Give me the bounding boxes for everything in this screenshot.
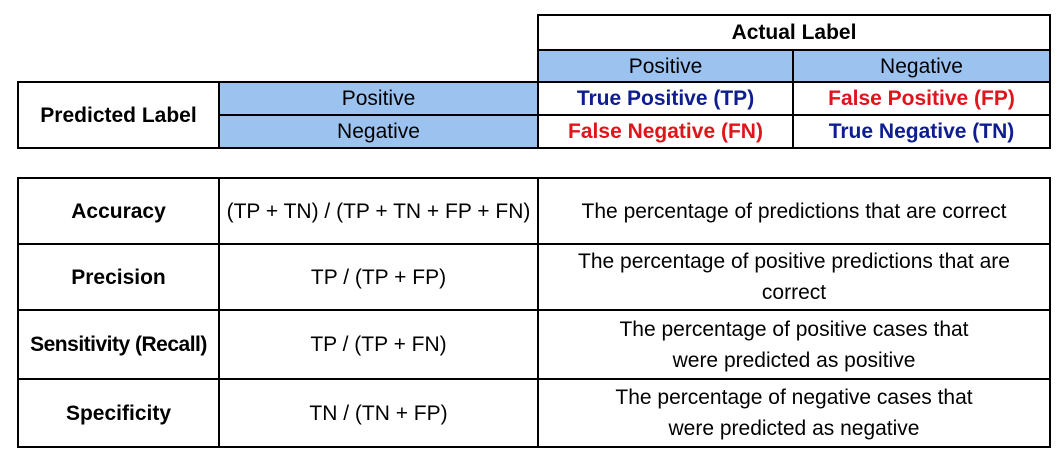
true-negative-cell: True Negative (TN) — [792, 114, 1051, 149]
predicted-positive-header: Positive — [218, 81, 539, 116]
metric-name-sensitivity: Sensitivity (Recall) — [17, 309, 220, 380]
metric-formula-specificity: TN / (TN + FP) — [218, 378, 539, 448]
metric-description-accuracy: The percentage of predictions that are c… — [537, 177, 1051, 245]
metric-name-precision: Precision — [17, 243, 220, 311]
metric-description-specificity: The percentage of negative cases that we… — [537, 378, 1051, 448]
metric-name-specificity: Specificity — [17, 378, 220, 448]
false-negative-cell: False Negative (FN) — [537, 114, 794, 149]
metric-name-accuracy: Accuracy — [17, 177, 220, 245]
metric-description-sensitivity: The percentage of positive cases that we… — [537, 309, 1051, 380]
true-positive-cell: True Positive (TP) — [537, 81, 794, 116]
actual-positive-header: Positive — [537, 49, 794, 83]
metric-formula-accuracy: (TP + TN) / (TP + TN + FP + FN) — [218, 177, 539, 245]
metric-description-precision: The percentage of positive predictions t… — [537, 243, 1051, 311]
metric-formula-sensitivity: TP / (TP + FN) — [218, 309, 539, 380]
actual-negative-header: Negative — [792, 49, 1051, 83]
actual-label-header: Actual Label — [537, 14, 1051, 51]
predicted-negative-header: Negative — [218, 114, 539, 149]
false-positive-cell: False Positive (FP) — [792, 81, 1051, 116]
metric-formula-precision: TP / (TP + FP) — [218, 243, 539, 311]
predicted-label-header: Predicted Label — [17, 81, 220, 149]
